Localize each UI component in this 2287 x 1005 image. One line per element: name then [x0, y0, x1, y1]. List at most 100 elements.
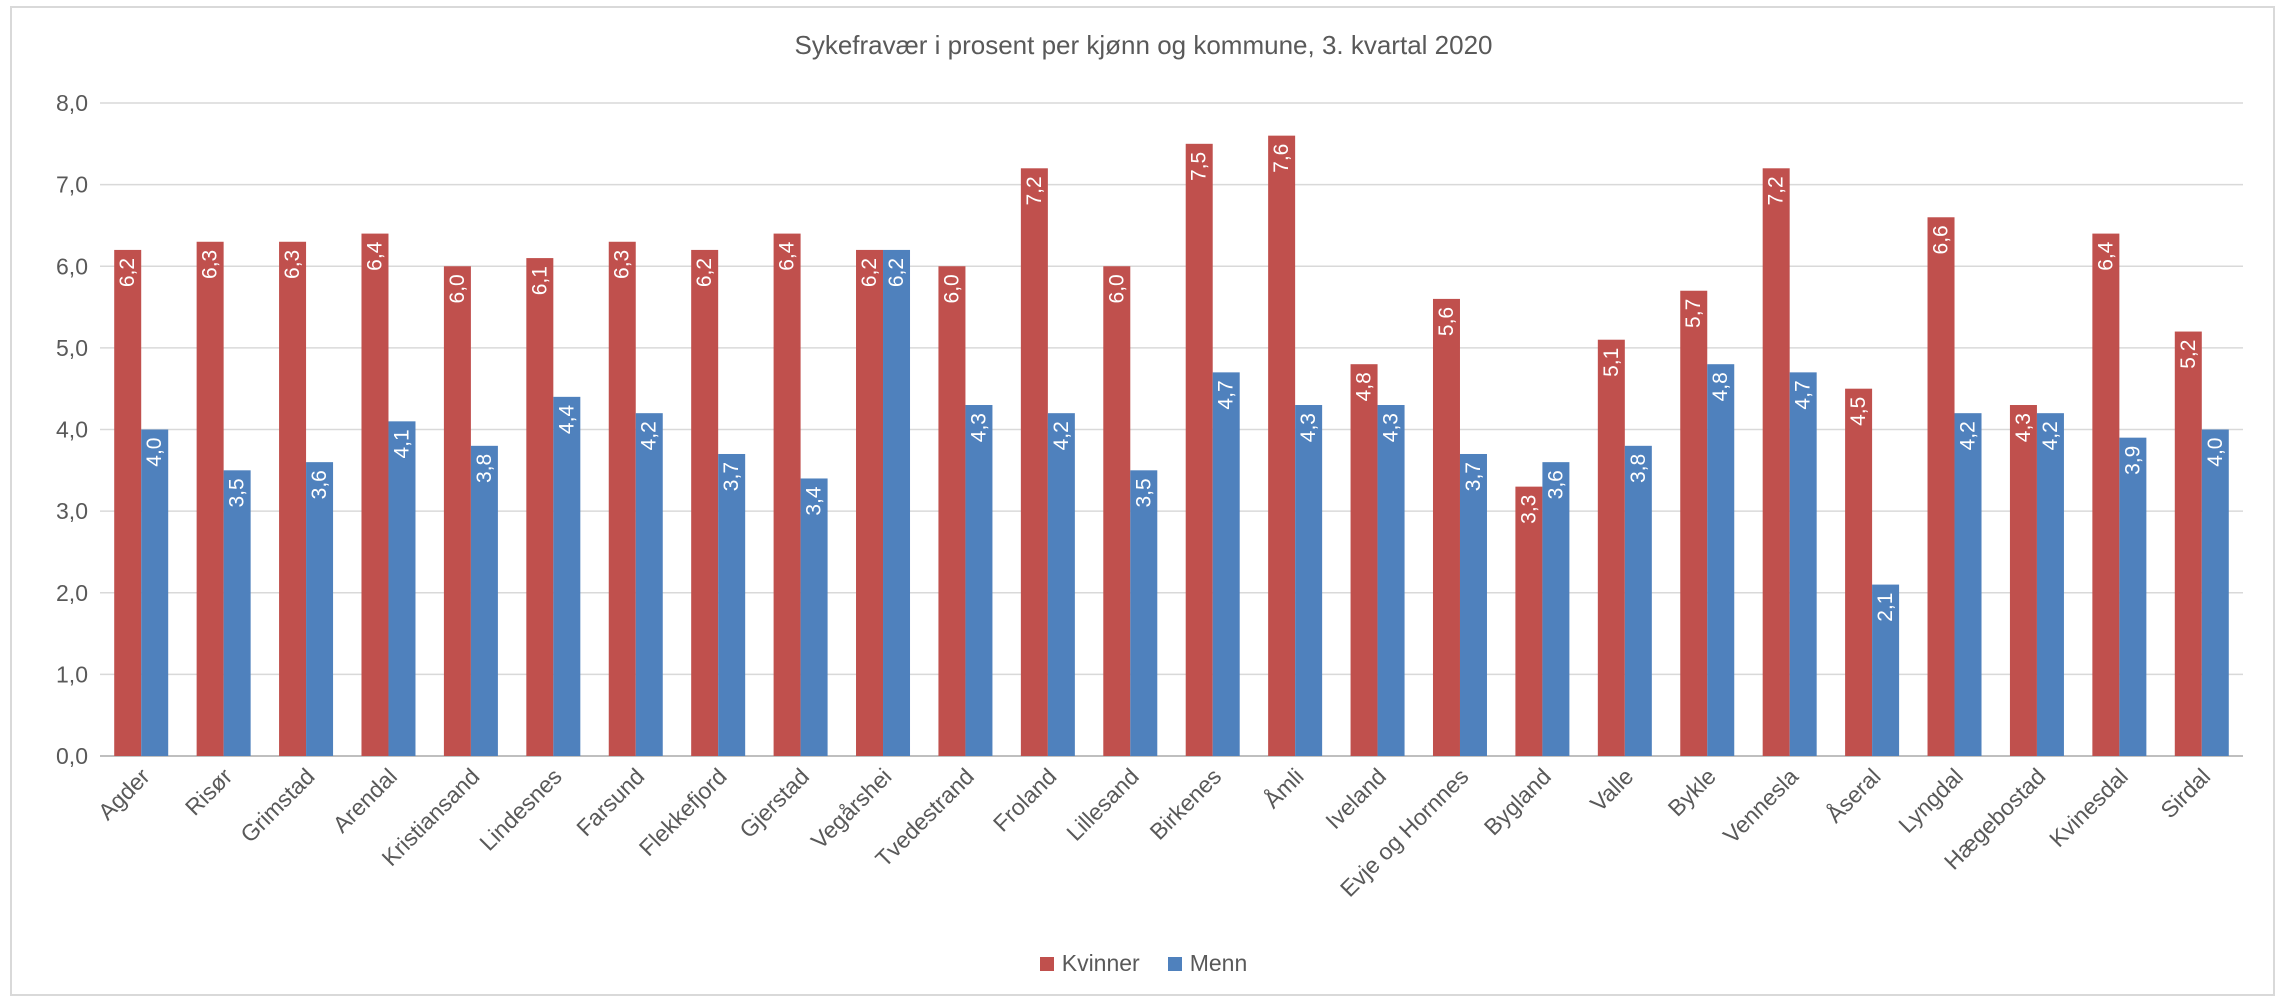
bar-kvinner — [1432, 298, 1460, 756]
data-label: 5,6 — [1435, 307, 1458, 336]
data-label: 3,4 — [803, 486, 826, 516]
y-tick-label: 1,0 — [56, 661, 88, 687]
bar-menn — [553, 396, 581, 756]
data-label: 6,0 — [1105, 274, 1128, 303]
x-tick-label: Iveland — [1320, 763, 1391, 834]
bar-menn — [1707, 364, 1735, 756]
bar-menn — [718, 453, 746, 756]
legend-label-menn: Menn — [1189, 950, 1248, 976]
legend-label-kvinner: Kvinner — [1061, 950, 1140, 976]
bar-menn — [635, 413, 663, 756]
data-label: 6,2 — [858, 258, 881, 287]
data-label: 4,3 — [1380, 413, 1403, 442]
bar-kvinner — [361, 233, 389, 757]
bar-kvinner — [691, 249, 719, 757]
bar-menn — [1130, 470, 1158, 756]
bar-kvinner — [1762, 168, 1790, 757]
bar-kvinner — [938, 266, 966, 756]
bar-kvinner — [1515, 486, 1543, 756]
y-tick-label: 4,0 — [56, 417, 88, 443]
x-tick-label: Åmli — [1258, 762, 1309, 813]
data-label: 7,6 — [1270, 144, 1293, 173]
bar-kvinner — [1268, 135, 1296, 756]
bar-kvinner — [2009, 405, 2037, 756]
data-label: 3,8 — [1627, 454, 1650, 483]
data-label: 4,0 — [143, 438, 166, 467]
data-label: 4,1 — [390, 429, 413, 458]
y-tick-label: 6,0 — [56, 253, 88, 279]
x-tick-label: Risør — [180, 763, 237, 820]
bar-menn — [800, 478, 828, 756]
data-label: 4,4 — [555, 405, 578, 435]
bar-kvinner — [1185, 143, 1213, 756]
data-label: 4,3 — [1297, 413, 1320, 442]
data-label: 6,4 — [2094, 241, 2117, 271]
x-tick-label: Valle — [1585, 763, 1638, 816]
data-label: 4,3 — [2012, 413, 2035, 442]
data-label: 4,5 — [1847, 397, 1870, 426]
data-label: 6,0 — [446, 274, 469, 303]
data-label: 3,3 — [1517, 495, 1540, 524]
x-tick-label: Gjerstad — [734, 763, 814, 843]
data-label: 3,8 — [473, 454, 496, 483]
data-label: 5,7 — [1682, 299, 1705, 328]
data-label: 6,4 — [776, 241, 799, 271]
data-label: 4,7 — [1215, 380, 1238, 409]
bar-menn — [1212, 372, 1240, 756]
y-tick-label: 8,0 — [56, 90, 88, 116]
bar-kvinner — [279, 241, 307, 756]
bar-menn — [883, 249, 911, 757]
y-tick-label: 5,0 — [56, 335, 88, 361]
bar-menn — [1047, 413, 1075, 756]
legend-swatch-menn — [1167, 956, 1182, 971]
bar-kvinner — [1680, 290, 1708, 756]
x-tick-label: Agder — [93, 763, 155, 825]
data-label: 6,1 — [528, 266, 551, 295]
x-tick-label: Flekkefjord — [634, 763, 732, 861]
x-tick-label: Bygland — [1479, 763, 1556, 840]
bar-kvinner — [2174, 331, 2202, 756]
bar-kvinner — [114, 249, 142, 757]
data-label: 4,0 — [2204, 438, 2227, 467]
data-label: 7,2 — [1765, 176, 1788, 205]
bar-kvinner — [1350, 364, 1378, 756]
x-tick-label: Birkenes — [1145, 763, 1227, 845]
data-label: 4,2 — [1957, 421, 1980, 450]
bar-kvinner — [1020, 168, 1048, 757]
data-label: 5,2 — [2177, 340, 2200, 369]
data-label: 6,2 — [693, 258, 716, 287]
x-tick-label: Froland — [988, 763, 1062, 837]
bar-menn — [141, 429, 169, 756]
bar-menn — [306, 462, 334, 756]
bar-kvinner — [1845, 388, 1873, 756]
y-tick-label: 0,0 — [56, 743, 88, 769]
data-label: 3,5 — [1132, 478, 1155, 507]
data-label: 6,3 — [281, 250, 304, 279]
data-label: 3,7 — [720, 462, 743, 491]
bar-kvinner — [196, 241, 224, 756]
data-label: 6,4 — [363, 241, 386, 271]
bar-menn — [1377, 405, 1405, 756]
bar-menn — [1954, 413, 1982, 756]
y-tick-label: 7,0 — [56, 172, 88, 198]
x-tick-label: Sirdal — [2155, 763, 2215, 823]
x-tick-label: Vennesla — [1718, 763, 1803, 848]
legend-item-kvinner: Kvinner — [1039, 950, 1140, 977]
bar-menn — [1459, 453, 1487, 756]
data-label: 3,6 — [1544, 470, 1567, 499]
y-tick-label: 2,0 — [56, 580, 88, 606]
legend-item-menn: Menn — [1167, 950, 1248, 977]
data-label: 6,6 — [1930, 225, 1953, 254]
data-label: 4,2 — [2039, 421, 2062, 450]
bar-kvinner — [1103, 266, 1131, 756]
x-tick-label: Grimstad — [235, 763, 319, 847]
bar-menn — [223, 470, 251, 756]
data-label: 4,8 — [1709, 372, 1732, 401]
chart-title: Sykefravær i prosent per kjønn og kommun… — [794, 30, 1493, 60]
bar-kvinner — [1597, 339, 1625, 756]
x-tick-label: Åseral — [1820, 762, 1885, 827]
data-label: 4,2 — [1050, 421, 1073, 450]
data-label: 7,5 — [1188, 152, 1211, 181]
data-label: 4,2 — [638, 421, 661, 450]
